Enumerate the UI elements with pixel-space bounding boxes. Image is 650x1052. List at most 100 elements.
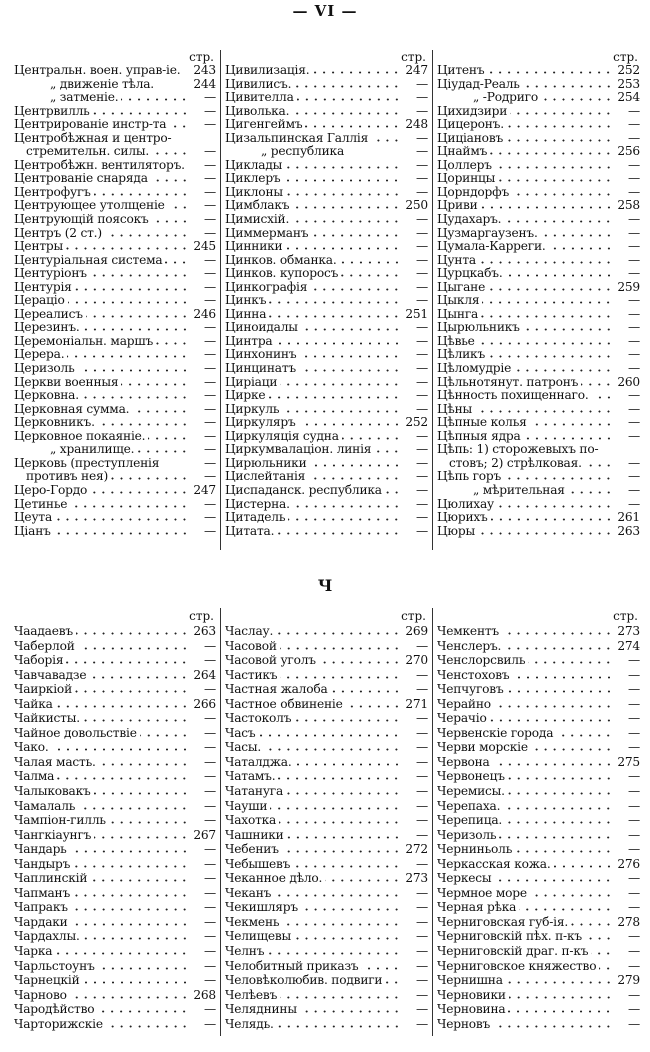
index-entry: Цеута — (14, 510, 216, 525)
entry-term: Цетинье (14, 496, 68, 511)
entry-term: Черная рѣка (437, 900, 517, 915)
entry-page-number: — (204, 638, 216, 653)
index-entry: Цыкля — (437, 294, 640, 308)
index-entry: Ціанъ — (14, 524, 216, 539)
entry-term: Центрующій поясокъ (14, 212, 149, 227)
index-entry: Церемоніальн. маршъ — (14, 334, 216, 349)
entry-term: Цеута (14, 510, 53, 525)
entry-page-number: — (204, 90, 216, 105)
entry-term: Цѣпь: 1) сторожевыхъ по- (437, 442, 599, 457)
dot-leader (285, 165, 401, 169)
index-entry: Челядь. — (225, 1017, 428, 1032)
index-entry: Чатамъ. — (225, 769, 428, 784)
dot-leader (66, 661, 189, 665)
index-entry: Чайное довольствіе — (14, 726, 216, 741)
index-entry: Чаадаевъ 263 (14, 624, 216, 639)
dot-leader (188, 166, 189, 169)
entry-page-number: — (628, 798, 640, 813)
dot-leader (529, 423, 613, 427)
entry-page-number: — (416, 266, 428, 281)
index-entry: Цюрихъ 261 (437, 510, 640, 525)
index-entry: Ціудад-Реаль 253 (437, 77, 640, 92)
index-entry: Церезинъ. — (14, 321, 216, 335)
index-entry: Цынга — (437, 307, 640, 322)
entry-page-number: — (416, 76, 428, 91)
entry-term: противъ нея) (26, 469, 108, 484)
entry-page-number: — (416, 225, 428, 240)
index-entry: „ движеніе тѣла. 244 (14, 76, 216, 92)
dot-leader (530, 748, 613, 752)
dot-leader (515, 850, 613, 854)
entry-page-number: 252 (617, 63, 640, 77)
entry-page-number: 244 (193, 76, 216, 91)
index-entry: Цицеронъ. — (437, 118, 640, 132)
dot-leader (174, 139, 189, 142)
entry-page-number: — (416, 388, 428, 403)
index-entry: Цивилисъ. — (225, 76, 428, 92)
dot-leader (591, 396, 613, 400)
entry-page-number: — (628, 769, 640, 784)
entry-page-number: — (628, 171, 640, 186)
index-entry: Черновики — (437, 988, 640, 1003)
dot-leader (494, 879, 613, 883)
index-entry: Черви морскіе — (437, 740, 640, 755)
entry-page-number: — (416, 914, 428, 929)
index-entry: Цѣльнотянут. патронъ 260 (437, 375, 640, 390)
dot-leader (92, 111, 189, 115)
index-entry: Чемкентъ 273 (437, 624, 640, 639)
entry-page-number: — (204, 157, 216, 172)
entry-page-number: — (416, 784, 428, 799)
index-entry: Цѣпные колья — (437, 416, 640, 430)
index-entry: Чарнецкій — (14, 973, 216, 988)
dot-leader (519, 908, 613, 912)
dot-leader (482, 301, 613, 305)
entry-page-number: — (416, 944, 428, 959)
dot-leader (478, 260, 613, 264)
entry-page-number: — (628, 696, 640, 711)
entry-page-number: — (204, 1002, 216, 1017)
entry-term: Черачіо (437, 711, 487, 726)
entry-term: Часовой уголъ (225, 653, 316, 668)
entry-term: Цорндорфъ (437, 184, 510, 199)
index-entry: Чалма — (14, 769, 216, 784)
index-entry: Церковь (преступленія — (14, 456, 216, 471)
dot-leader (504, 220, 613, 224)
dot-leader (77, 369, 189, 373)
entry-term: Центробѣжная и центро- (14, 130, 172, 145)
entry-term: Цитенъ (437, 63, 485, 77)
dot-leader (157, 85, 189, 88)
entry-term: Чародѣйство (14, 1002, 95, 1017)
index-entry: Цюлихау — (437, 497, 640, 512)
entry-page-number: — (416, 347, 428, 362)
entry-term: Черепаха. (437, 798, 501, 813)
entry-page-number: — (416, 293, 428, 308)
dot-leader (385, 981, 401, 985)
dot-leader (165, 260, 189, 264)
index-entry: Центурія — (14, 280, 216, 295)
dot-leader (267, 952, 401, 956)
entry-term: Частная жалоба (225, 682, 328, 697)
entry-page-number: 247 (193, 482, 216, 497)
dot-leader (296, 98, 401, 102)
entry-page-number: — (204, 914, 216, 929)
entry-page-number: 246 (193, 306, 216, 321)
entry-page-number: — (204, 347, 216, 362)
entry-page-number: 279 (617, 973, 640, 988)
index-entry: Черемисы. — (437, 784, 640, 799)
dot-leader (269, 301, 401, 305)
entry-page-number: 250 (405, 198, 428, 213)
index-entry: Циспаданск. республика — (225, 483, 428, 498)
index-entry: Циволька. — (225, 104, 428, 119)
index-entry: Чарка — (14, 944, 216, 959)
index-entry: Циркуляція судна — (225, 429, 428, 444)
entry-term: Центръ (2 ст.) (14, 225, 102, 240)
dot-leader (280, 995, 401, 999)
dot-leader (512, 192, 613, 196)
index-entry: Черная рѣка — (437, 900, 640, 915)
dot-leader (74, 287, 189, 291)
entry-term: Чауши (225, 798, 268, 813)
dot-leader (70, 908, 189, 912)
index-entry: Чауши — (225, 799, 428, 814)
section-letter-heading: Ч (317, 576, 333, 595)
dot-leader (139, 733, 189, 737)
